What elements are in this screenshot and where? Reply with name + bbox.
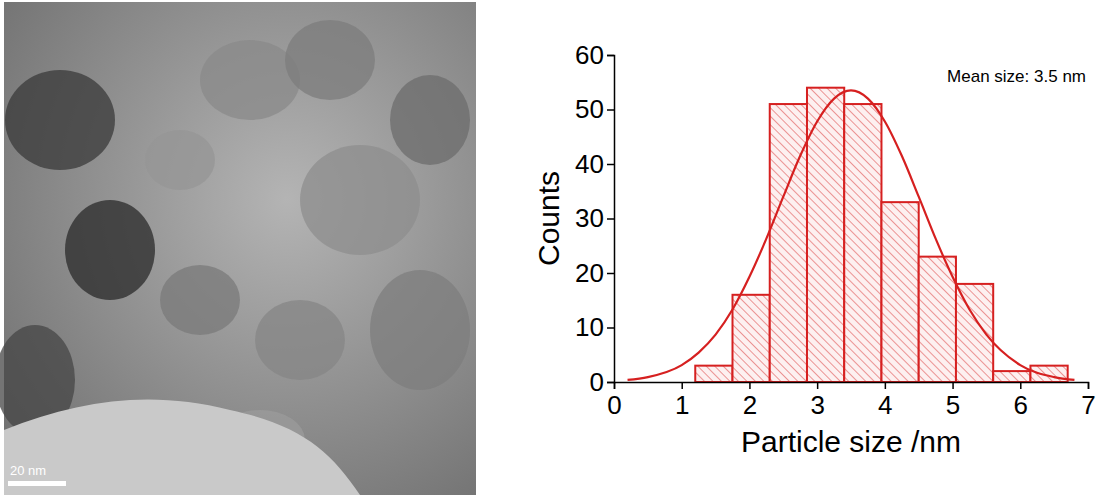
histogram-bar — [919, 257, 956, 382]
micrograph-particle — [5, 70, 115, 170]
tick-label: 4 — [878, 390, 892, 420]
x-axis-title: Particle size /nm — [741, 425, 961, 458]
tick-label: 60 — [575, 40, 604, 70]
tick: 7 — [1081, 382, 1095, 420]
tick: 4 — [878, 382, 892, 420]
micrograph-particle — [160, 265, 240, 335]
tick-label: 20 — [575, 258, 604, 288]
micrograph-particle — [145, 130, 215, 190]
tick: 6 — [1014, 382, 1028, 420]
histogram-bar — [695, 366, 732, 382]
scale-bar — [8, 481, 66, 486]
x-axis: 0 1 2 3 4 5 6 7 — [607, 382, 1095, 420]
micrograph-particle — [255, 300, 345, 380]
micrograph-particle — [285, 20, 375, 100]
fit-curve — [628, 90, 1075, 380]
tick-mark — [607, 273, 614, 275]
tick-mark — [1088, 382, 1090, 389]
tick-label: 50 — [575, 94, 604, 124]
tick-label: 2 — [743, 390, 757, 420]
tick: 0 — [590, 367, 614, 397]
tick-label: 30 — [575, 203, 604, 233]
tick-label: 0 — [607, 390, 621, 420]
tick: 60 — [575, 40, 614, 70]
micrograph-particle — [300, 145, 420, 255]
tick-label: 1 — [675, 390, 689, 420]
tick-label: 5 — [946, 390, 960, 420]
tick: 2 — [743, 382, 757, 420]
tick: 0 — [607, 382, 621, 420]
tick-mark — [952, 382, 954, 389]
figure: 20 nm 0 1 2 3 4 5 6 7 0 10 20 30 40 50 60 Particle size … — [0, 0, 1110, 497]
histogram-bar — [844, 104, 881, 382]
tick-mark — [607, 382, 614, 384]
tick: 3 — [810, 382, 824, 420]
micrograph-void — [4, 400, 360, 495]
axis-line — [607, 56, 615, 383]
scale-bar-label: 20 nm — [10, 463, 46, 478]
tick: 50 — [575, 94, 614, 124]
axis-line — [615, 383, 1089, 390]
micrograph-particle — [200, 40, 300, 120]
micrograph-particle — [65, 200, 155, 300]
micrograph-particle — [370, 270, 470, 390]
tick-mark — [885, 382, 887, 389]
histogram-bar — [733, 295, 770, 382]
tick-mark — [607, 218, 614, 220]
micrograph-background — [4, 2, 476, 495]
annotation: Mean size: 3.5 nm — [947, 67, 1086, 86]
tick-mark — [607, 55, 614, 57]
tick-mark — [607, 327, 614, 329]
tick-mark — [817, 382, 819, 389]
tick: 5 — [946, 382, 960, 420]
micrograph-particle — [390, 75, 470, 165]
tick-label: 0 — [590, 367, 604, 397]
tick: 10 — [575, 312, 614, 342]
histogram-bar — [956, 284, 993, 382]
tick: 1 — [675, 382, 689, 420]
tick-label: 10 — [575, 312, 604, 342]
histogram-bar — [881, 202, 918, 382]
tick-label: 3 — [810, 390, 824, 420]
tick-label: 7 — [1081, 390, 1095, 420]
tick-mark — [749, 382, 751, 389]
tick-label: 40 — [575, 149, 604, 179]
tick-mark — [1020, 382, 1022, 389]
tick-mark — [607, 109, 614, 111]
histogram-bar — [770, 104, 807, 382]
tick-label: 6 — [1014, 390, 1028, 420]
plot-area — [628, 88, 1075, 382]
y-axis: 0 10 20 30 40 50 60 — [575, 40, 614, 397]
tick: 30 — [575, 203, 614, 233]
tick-mark — [607, 164, 614, 166]
histogram-bar — [993, 371, 1030, 382]
y-axis-title: Counts — [532, 171, 565, 266]
tick-mark — [681, 382, 683, 389]
micrograph: 20 nm — [0, 2, 476, 495]
tick: 20 — [575, 258, 614, 288]
tick: 40 — [575, 149, 614, 179]
